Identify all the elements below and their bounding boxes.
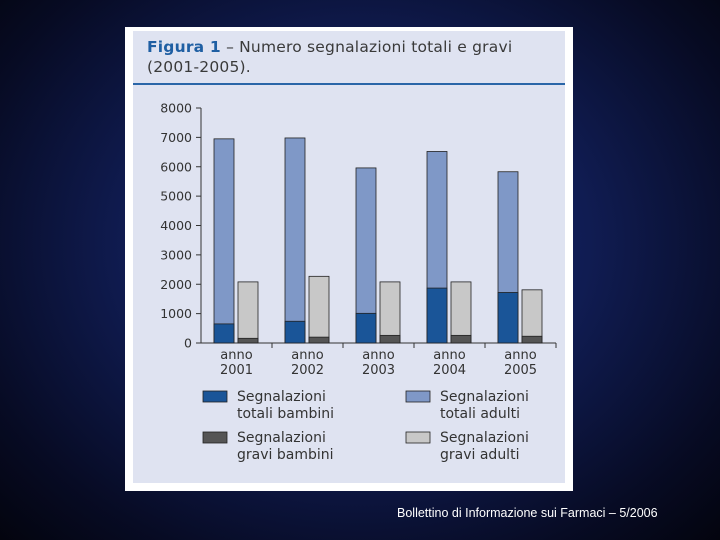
- bar-totali-adulti: [284, 137, 306, 344]
- x-tick-label: anno: [220, 348, 252, 363]
- x-tick-label: 2001: [220, 363, 253, 378]
- y-tick-label: 5000: [160, 189, 192, 204]
- legend-swatch-gravi-bambini: [202, 431, 228, 444]
- y-tick-label: 1000: [160, 306, 192, 321]
- y-tick-label: 4000: [160, 218, 192, 233]
- legend-swatch-totali-adulti: [405, 390, 431, 403]
- bar-gravi-bambini: [450, 334, 472, 344]
- x-tick-label: anno: [504, 348, 536, 363]
- figure-title: Figura 1 – Numero segnalazioni totali e …: [147, 37, 557, 77]
- y-tick-label: 7000: [160, 130, 192, 145]
- figure-title-text: – Numero segnalazioni totali e gravi (20…: [147, 38, 513, 76]
- bar-gravi-adulti: [379, 281, 401, 344]
- legend-label: gravi bambini: [237, 447, 334, 463]
- x-tick-label: anno: [433, 348, 465, 363]
- legend-swatch-totali-bambini: [202, 390, 228, 403]
- bar-gravi-adulti: [521, 289, 543, 344]
- y-tick-label: 8000: [160, 101, 192, 116]
- bar-gravi-adulti: [450, 281, 472, 344]
- bar-gravi-bambini: [308, 336, 330, 344]
- x-tick-label: 2002: [291, 363, 324, 378]
- x-tick-label: 2004: [433, 363, 466, 378]
- y-tick-label: 6000: [160, 159, 192, 174]
- x-tick-label: anno: [362, 348, 394, 363]
- bar-gravi-bambini: [379, 334, 401, 344]
- x-tick-label: 2005: [504, 363, 537, 378]
- bar-totali-bambini: [497, 292, 519, 344]
- x-tick-label: 2003: [362, 363, 395, 378]
- bar-totali-bambini: [426, 287, 448, 344]
- legend-label: totali bambini: [237, 406, 334, 422]
- y-tick-label: 2000: [160, 277, 192, 292]
- bar-totali-bambini: [355, 312, 377, 344]
- x-tick-label: anno: [291, 348, 323, 363]
- bar-gravi-adulti: [237, 281, 259, 344]
- figure-panel: Figura 1 – Numero segnalazioni totali e …: [125, 27, 573, 491]
- bar-totali-bambini: [213, 323, 235, 344]
- figure-inner: Figura 1 – Numero segnalazioni totali e …: [133, 31, 565, 483]
- legend-label: totali adulti: [440, 406, 520, 422]
- legend-label: gravi adulti: [440, 447, 519, 463]
- bar-gravi-bambini: [237, 337, 259, 344]
- legend-label: Segnalazioni: [440, 389, 529, 405]
- legend-label: Segnalazioni: [440, 430, 529, 446]
- legend-swatch-gravi-adulti: [405, 431, 431, 444]
- y-tick-label: 3000: [160, 247, 192, 262]
- y-axis: 0 1000 2000 3000 4000 5000 6000 7000 8000: [160, 101, 202, 351]
- legend-label: Segnalazioni: [237, 430, 326, 446]
- slide-footer: Bollettino di Informazione sui Farmaci –…: [397, 506, 658, 520]
- bar-totali-adulti: [213, 138, 235, 344]
- legend-label: Segnalazioni: [237, 389, 326, 405]
- y-tick-label: 0: [184, 336, 192, 351]
- title-rule: [133, 83, 565, 85]
- figure-label: Figura 1: [147, 38, 221, 56]
- bar-gravi-bambini: [521, 335, 543, 344]
- bar-gravi-adulti: [308, 275, 330, 344]
- bar-totali-bambini: [284, 320, 306, 344]
- bars: [213, 137, 543, 344]
